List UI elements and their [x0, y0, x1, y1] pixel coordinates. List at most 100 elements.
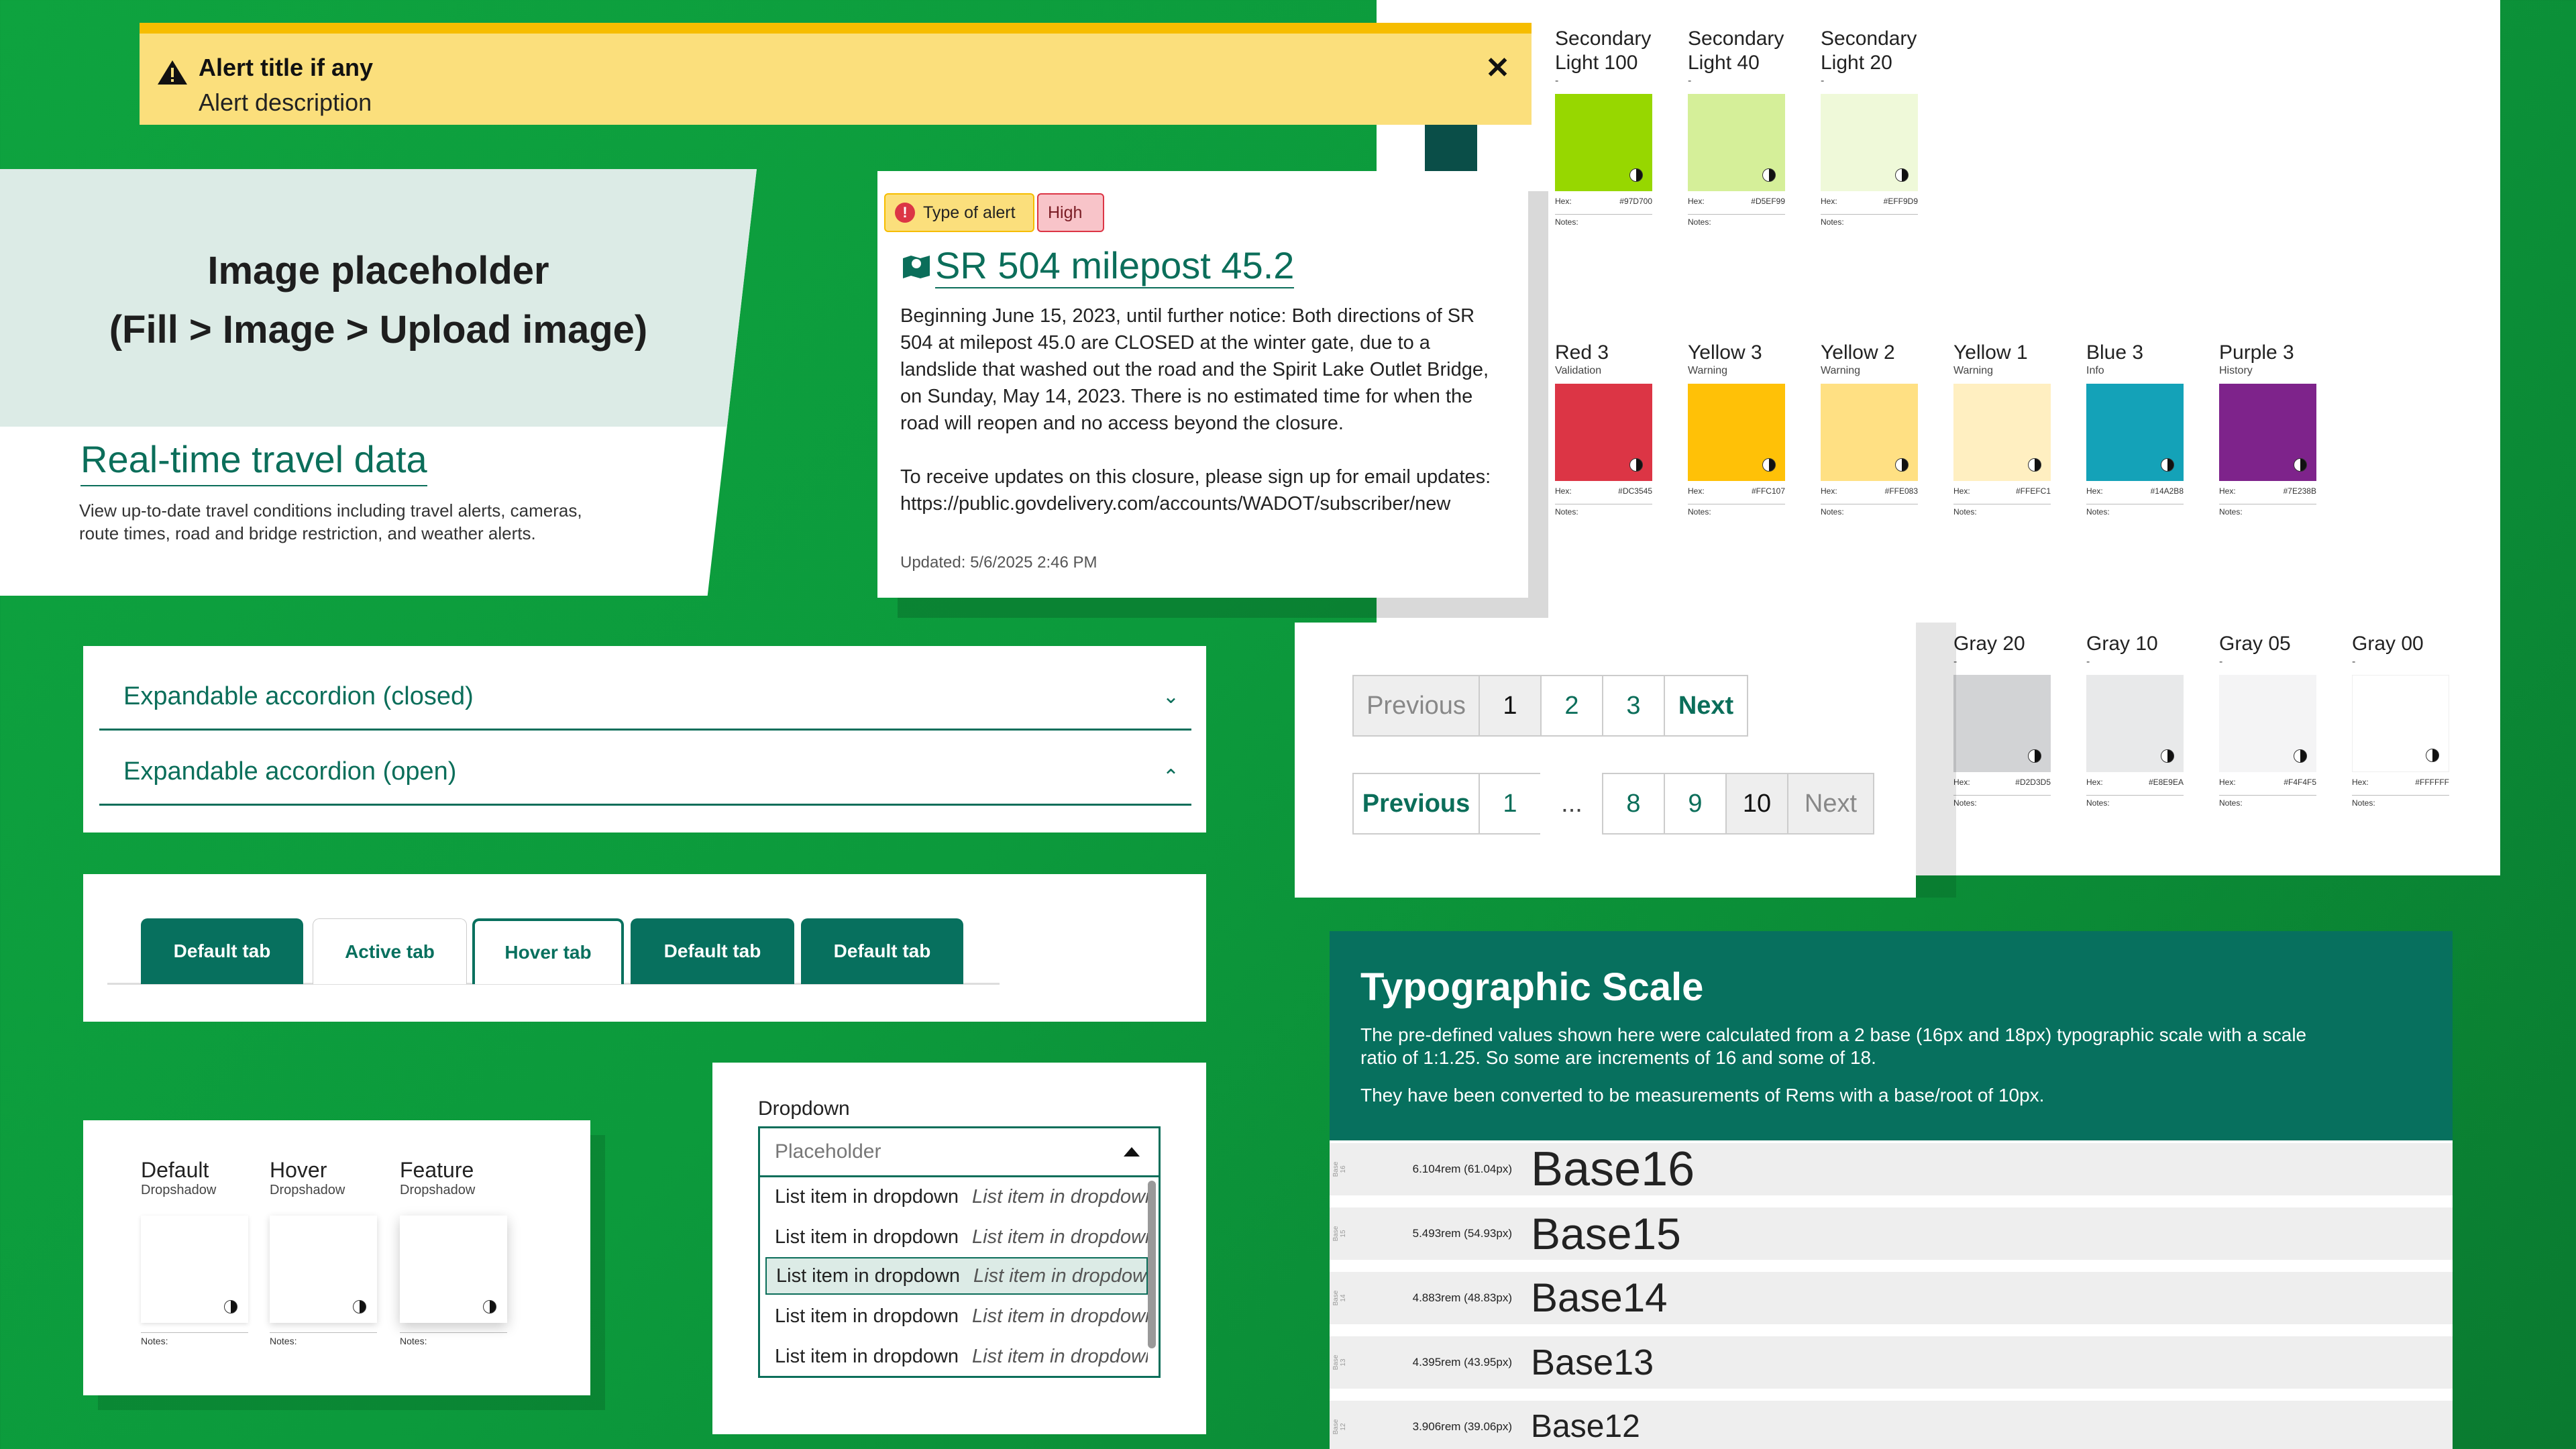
dropshadow-sample [400, 1216, 507, 1323]
swatch-hex-row: Hex: #FFE083 [1821, 486, 1918, 496]
row-side-label: Base 15 [1332, 1226, 1347, 1242]
dropshadow-default: Default Dropshadow Notes: [141, 1158, 248, 1346]
hex-label: Hex: [1953, 486, 1970, 496]
alert-banner: Alert title if any Alert description ✕ [140, 23, 1532, 125]
swatch-color [1688, 94, 1785, 191]
tab-hover[interactable]: Hover tab [472, 918, 624, 984]
page-2[interactable]: 2 [1540, 675, 1603, 737]
dropshadow-hover: Hover Dropshadow Notes: [270, 1158, 377, 1346]
tab-default-3[interactable]: Default tab [801, 918, 963, 984]
swatch-sub: Warning [1821, 365, 1860, 376]
severity-label: High [1048, 203, 1083, 222]
color-swatch: Gray 10- Hex: #E8E9EA Notes: [2086, 632, 2187, 808]
row-sample: Base13 [1531, 1342, 1654, 1383]
swatch-sub: - [1555, 75, 1559, 87]
hex-label: Hex: [2086, 486, 2103, 496]
tab-active[interactable]: Active tab [313, 918, 467, 984]
dropdown-placeholder: Placeholder [775, 1140, 881, 1163]
swatch-notes: Notes: [1688, 214, 1785, 227]
color-swatch: Secondary Light 40- Hex: #D5EF99 Notes: [1688, 27, 1788, 227]
item-text-italic: List item in dropdown [972, 1226, 1148, 1248]
page-8[interactable]: 8 [1602, 773, 1665, 835]
swatch-notes: Notes: [1555, 214, 1652, 227]
swatch-name: Gray 10 [2086, 633, 2158, 655]
item-text: List item in dropdown [775, 1185, 959, 1208]
alert-heading[interactable]: SR 504 milepost 45.2 [902, 244, 1295, 288]
type-scale-row: Base 16 6.104rem (61.04px) Base16 [1330, 1143, 2453, 1195]
dropdown-item[interactable]: List item in dropdown List item in dropdo… [765, 1218, 1148, 1256]
item-text: List item in dropdown [775, 1345, 959, 1367]
row-size: 4.883rem (48.83px) [1412, 1291, 1512, 1304]
dropdown-item[interactable]: List item in dropdown List item in dropdo… [765, 1297, 1148, 1335]
row-size: 4.395rem (43.95px) [1412, 1356, 1512, 1368]
swatch-name: Yellow 1 [1953, 341, 2028, 364]
dropshadow-feature: Feature Dropshadow Notes: [400, 1158, 507, 1346]
swatch-notes: Notes: [1953, 795, 2051, 808]
dropshadow-sample [270, 1216, 377, 1323]
swatch-color [1555, 384, 1652, 481]
dropdown-select[interactable]: Placeholder [758, 1126, 1161, 1177]
page-3[interactable]: 3 [1602, 675, 1665, 737]
swatch-sub: - [1953, 656, 1957, 667]
scrollbar[interactable] [1148, 1181, 1156, 1348]
swatch-name: Blue 3 [2086, 341, 2144, 364]
swatch-notes: Notes: [1953, 504, 2051, 517]
dropdown-item-highlighted[interactable]: List item in dropdown List item in dropdo… [765, 1257, 1148, 1295]
dropshadow-name: Hover [270, 1158, 327, 1182]
card-title-link[interactable]: Real-time travel data [80, 437, 427, 486]
accordion-open[interactable]: Expandable accordion (open) ⌃ [99, 740, 1191, 806]
dropdown-item[interactable]: List item in dropdown List item in dropdo… [765, 1178, 1148, 1216]
row-size: 5.493rem (54.93px) [1412, 1227, 1512, 1240]
typo-title: Typographic Scale [1360, 965, 1704, 1009]
next-button[interactable]: Next [1664, 675, 1748, 737]
swatch-hex-row: Hex: #F4F4F5 [2219, 777, 2316, 787]
color-swatch: Gray 20- Hex: #D2D3D5 Notes: [1953, 632, 2054, 808]
card-description: View up-to-date travel conditions includ… [79, 500, 582, 543]
updated-timestamp: Updated: 5/6/2025 2:46 PM [900, 553, 1097, 572]
tab-default-2[interactable]: Default tab [631, 918, 794, 984]
row-sample: Base14 [1531, 1275, 1668, 1320]
color-swatch: Purple 3 History Hex: #7E238B Notes: [2219, 341, 2320, 517]
swatch-hex-row: Hex: #14A2B8 [2086, 486, 2184, 496]
tab-default-1[interactable]: Default tab [141, 918, 303, 984]
swatch-color [2086, 675, 2184, 772]
color-swatch: Red 3 Validation Hex: #DC3545 Notes: [1555, 341, 1656, 517]
dropshadow-notes: Notes: [400, 1332, 507, 1346]
swatch-notes: Notes: [1821, 214, 1918, 227]
page-9[interactable]: 9 [1664, 773, 1727, 835]
swatch-notes: Notes: [2219, 795, 2316, 808]
type-scale-row: Base 15 5.493rem (54.93px) Base15 [1330, 1208, 2453, 1260]
close-icon[interactable]: ✕ [1485, 52, 1510, 85]
swatch-color [2219, 675, 2316, 772]
item-text-italic: List item in dropdown [973, 1265, 1148, 1287]
hex-value: #14A2B8 [2150, 486, 2184, 496]
typographic-scale-card: Typographic Scale The pre-defined values… [1330, 931, 2453, 1449]
next-button[interactable]: Next [1787, 773, 1874, 835]
swatch-color [1953, 384, 2051, 481]
caret-up-icon [1124, 1147, 1140, 1157]
type-scale-row: Base 12 3.906rem (39.06px) Base12 [1330, 1401, 2453, 1449]
accordion-closed[interactable]: Expandable accordion (closed) ⌄ [99, 665, 1191, 731]
swatch-notes: Notes: [1555, 504, 1652, 517]
hex-value: #FFE083 [1884, 486, 1918, 496]
swatch-color [2219, 384, 2316, 481]
swatch-hex-row: Hex: #FFC107 [1688, 486, 1785, 496]
color-swatch: Gray 00- Hex: #FFFFFF Notes: [2352, 632, 2453, 808]
swatch-hex-row: Hex: #FFFFFF [2352, 777, 2449, 787]
color-swatch: Secondary Light 20- Hex: #EFF9D9 Notes: [1821, 27, 1921, 227]
row-size: 3.906rem (39.06px) [1412, 1420, 1512, 1433]
swatch-sub: - [2219, 656, 2223, 667]
dropshadow-sub: Dropshadow [400, 1183, 476, 1197]
swatch-sub: Warning [1688, 365, 1727, 376]
previous-button[interactable]: Previous [1352, 675, 1480, 737]
alert-title-link[interactable]: SR 504 milepost 45.2 [935, 244, 1295, 288]
page-1[interactable]: 1 [1479, 773, 1542, 835]
previous-button[interactable]: Previous [1352, 773, 1480, 835]
color-swatch: Yellow 2 Warning Hex: #FFE083 Notes: [1821, 341, 1921, 517]
swatch-hex-row: Hex: #97D700 [1555, 197, 1652, 206]
page-10[interactable]: 10 [1725, 773, 1788, 835]
page-1[interactable]: 1 [1479, 675, 1542, 737]
image-card: Image placeholder (Fill > Image > Upload … [0, 169, 757, 596]
item-text-italic: List item in dropdown [972, 1185, 1148, 1208]
dropdown-item[interactable]: List item in dropdown List item in dropdo… [765, 1338, 1148, 1375]
